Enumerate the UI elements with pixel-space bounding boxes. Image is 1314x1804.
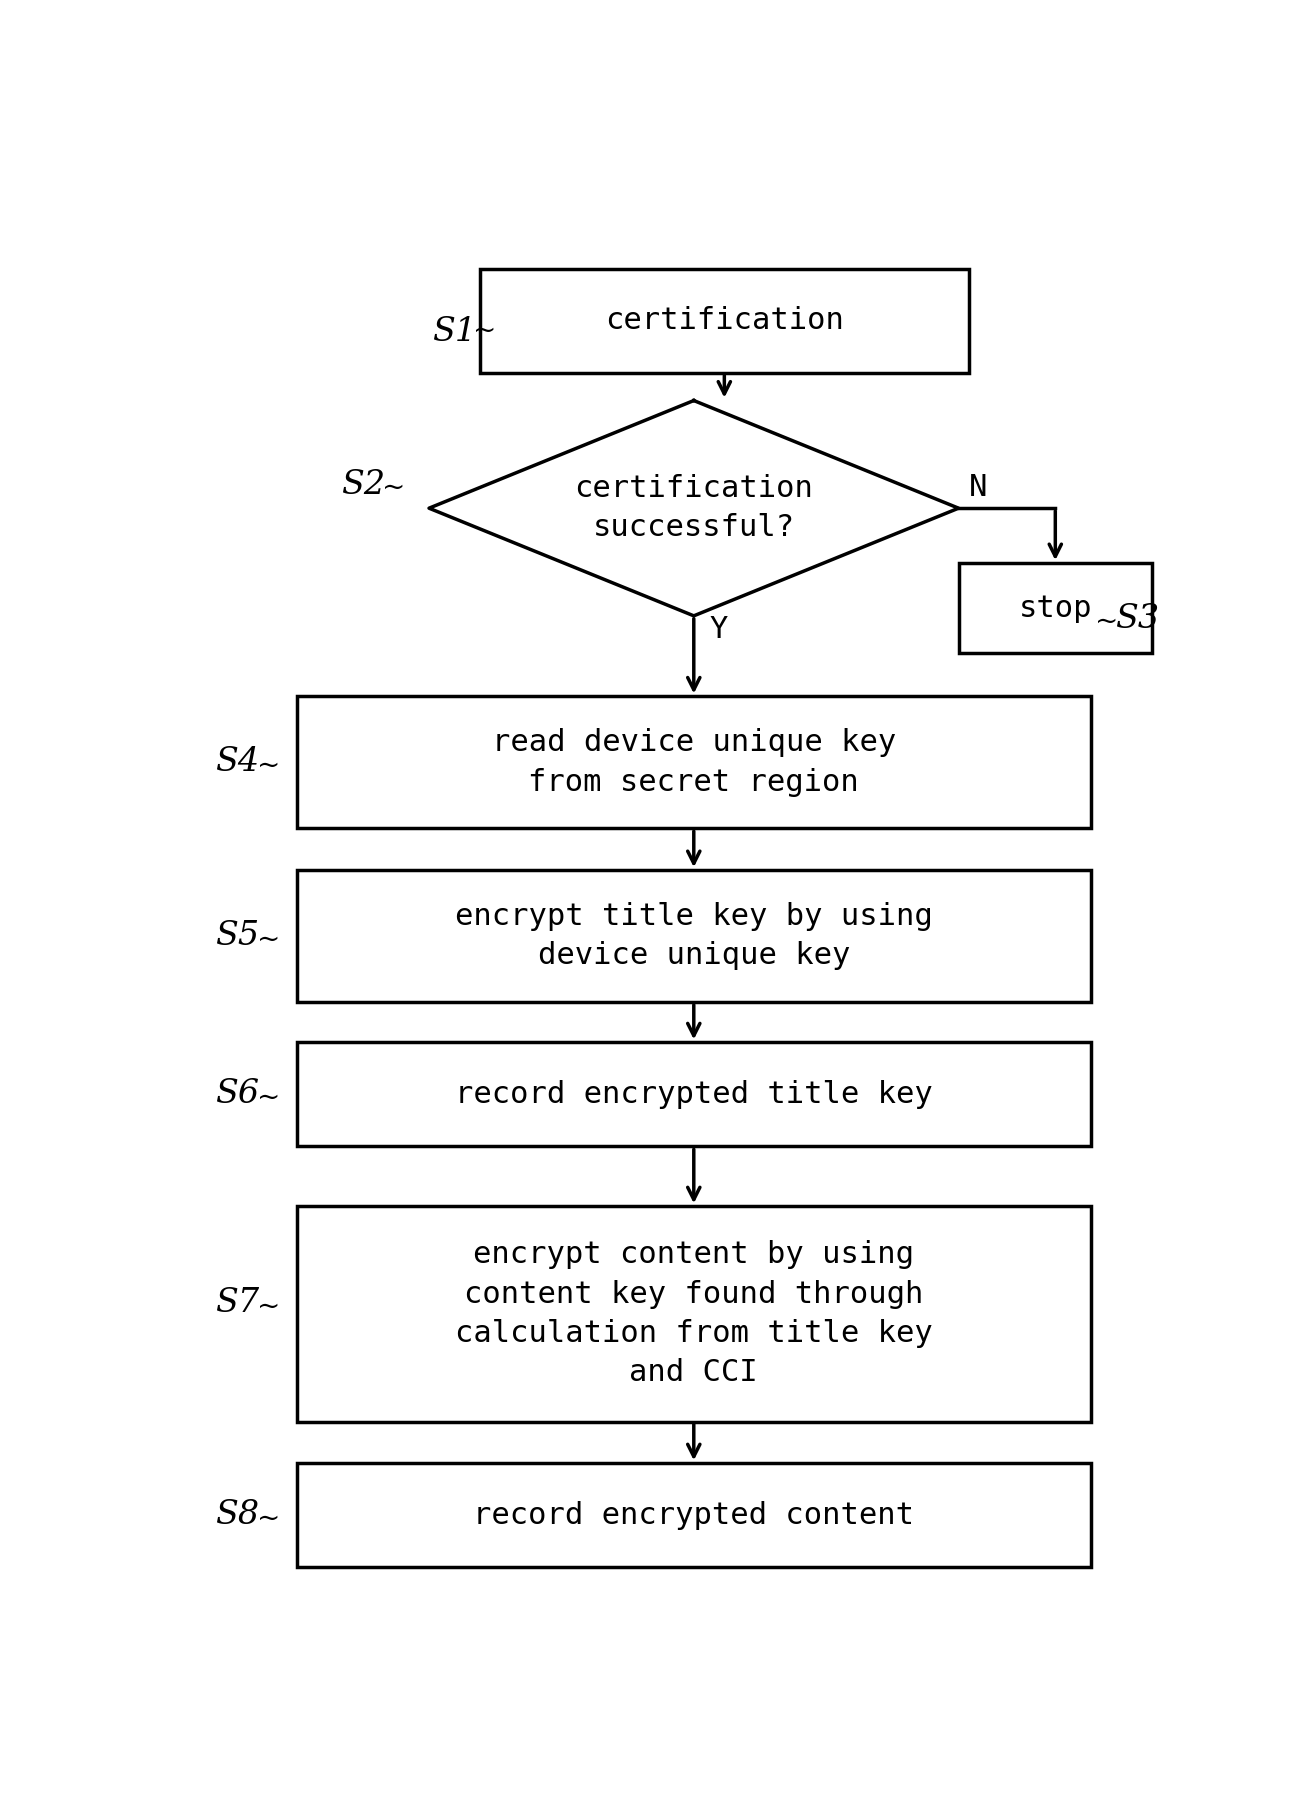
Text: S4: S4 bbox=[215, 747, 260, 778]
Bar bbox=[297, 870, 1091, 1001]
Text: ~: ~ bbox=[258, 752, 281, 779]
Text: S6: S6 bbox=[215, 1079, 260, 1111]
Text: ~: ~ bbox=[258, 1506, 281, 1533]
Text: encrypt title key by using
device unique key: encrypt title key by using device unique… bbox=[455, 902, 933, 971]
Text: record encrypted title key: record encrypted title key bbox=[455, 1081, 933, 1109]
Text: Y: Y bbox=[710, 615, 728, 644]
Text: N: N bbox=[968, 473, 987, 502]
Text: encrypt content by using
content key found through
calculation from title key
an: encrypt content by using content key fou… bbox=[455, 1241, 933, 1387]
Text: S3: S3 bbox=[1114, 603, 1159, 635]
Text: S8: S8 bbox=[215, 1499, 260, 1532]
Text: ~: ~ bbox=[258, 927, 281, 954]
Text: ~: ~ bbox=[381, 474, 405, 502]
Bar bbox=[297, 1043, 1091, 1147]
Text: ~: ~ bbox=[473, 318, 497, 345]
Text: certification
successful?: certification successful? bbox=[574, 474, 813, 543]
Bar bbox=[297, 1463, 1091, 1568]
Text: S7: S7 bbox=[215, 1286, 260, 1319]
Bar bbox=[297, 696, 1091, 828]
Text: stop: stop bbox=[1018, 594, 1092, 622]
Text: S2: S2 bbox=[340, 469, 385, 500]
Text: read device unique key
from secret region: read device unique key from secret regio… bbox=[491, 729, 896, 797]
Bar bbox=[480, 269, 968, 373]
Text: ~: ~ bbox=[258, 1084, 281, 1111]
Text: certification: certification bbox=[604, 307, 844, 336]
Bar bbox=[297, 1207, 1091, 1422]
Bar bbox=[959, 563, 1152, 653]
Text: ~: ~ bbox=[1095, 608, 1118, 635]
Text: S5: S5 bbox=[215, 920, 260, 953]
Text: record encrypted content: record encrypted content bbox=[473, 1501, 915, 1530]
Text: S1: S1 bbox=[432, 316, 477, 348]
Text: ~: ~ bbox=[258, 1293, 281, 1321]
